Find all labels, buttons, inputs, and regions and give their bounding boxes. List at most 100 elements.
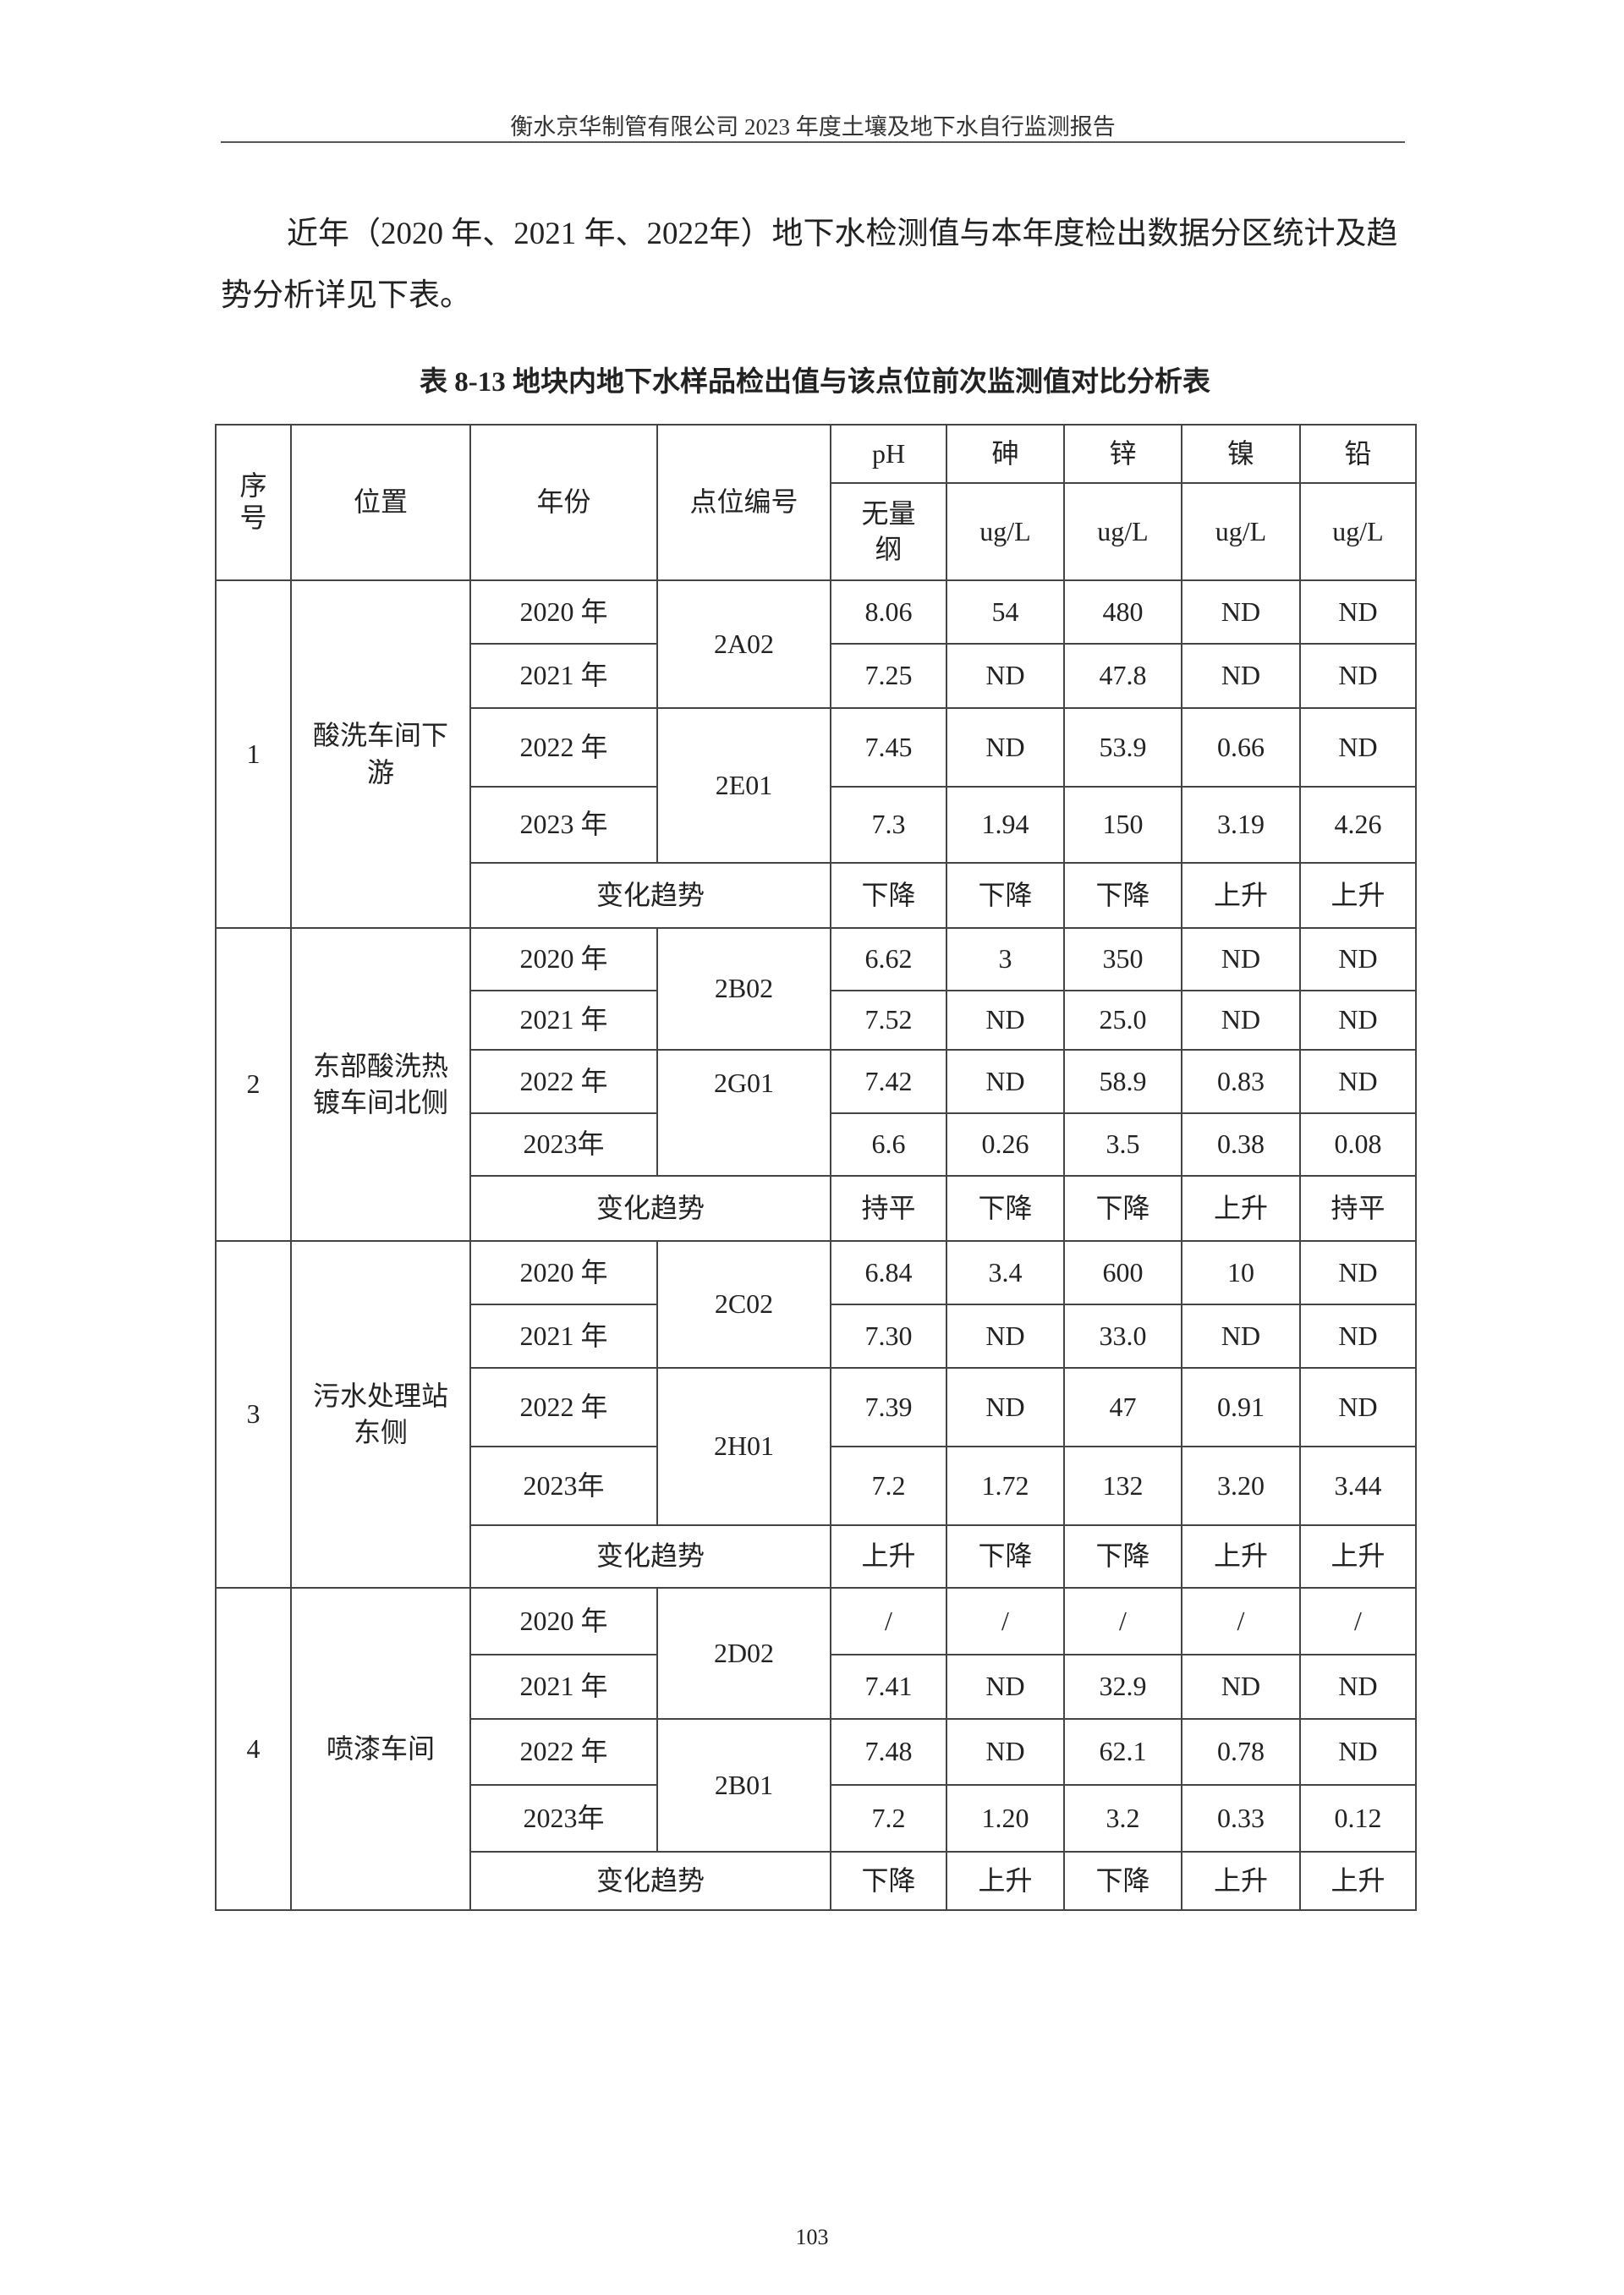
value-nickel: 0.38 xyxy=(1181,1112,1301,1177)
trend-nickel: 上升 xyxy=(1181,1175,1301,1242)
value-ph: 6.62 xyxy=(830,927,947,991)
value-zinc: / xyxy=(1063,1587,1182,1655)
value-lead: ND xyxy=(1299,990,1417,1051)
value-lead: 0.08 xyxy=(1299,1112,1417,1177)
table-row: 2022 年 2B01 7.48 ND 62.1 0.78 ND xyxy=(216,1718,1417,1853)
trend-zinc: 下降 xyxy=(1063,1851,1182,1911)
running-header: 衡水京华制管有限公司 2023 年度土壤及地下水自行监测报告 xyxy=(510,114,1116,140)
value-zinc: 350 xyxy=(1063,927,1182,991)
table-row: 2023 年 7.3 1.94 150 3.19 4.26 xyxy=(216,786,1417,864)
value-arsenic: 1.94 xyxy=(946,786,1065,864)
value-zinc: 58.9 xyxy=(1063,1049,1182,1114)
value-zinc: 3.2 xyxy=(1063,1784,1182,1853)
value-nickel: 0.33 xyxy=(1181,1784,1301,1853)
trend-row: 变化趋势 下降 上升 下降 上升 上升 xyxy=(216,1851,1417,1911)
header-param-arsenic: 砷 xyxy=(946,424,1065,484)
row-year: 2021 年 xyxy=(469,990,658,1051)
row-index: 2 xyxy=(215,927,292,1242)
trend-zinc: 下降 xyxy=(1063,862,1182,929)
header-param-ph: pH xyxy=(830,424,947,484)
unit-lead: ug/L xyxy=(1299,482,1417,581)
trend-lead: 上升 xyxy=(1299,1851,1417,1911)
row-year: 2020 年 xyxy=(469,927,658,991)
table-row: 2021 年 7.41 ND 32.9 ND ND xyxy=(216,1654,1417,1720)
trend-lead: 持平 xyxy=(1299,1175,1417,1242)
table-row: 3 污水处理站东侧 2020 年 2C02 6.84 3.4 600 10 ND xyxy=(215,1240,1417,1589)
trend-lead: 上升 xyxy=(1299,1524,1417,1589)
trend-ph: 持平 xyxy=(830,1175,947,1242)
header-row-params: 序号 位置 年份 点位编号 pH 砷 锌 镍 铅 xyxy=(215,424,1417,581)
value-arsenic: 1.72 xyxy=(946,1446,1065,1526)
trend-ph: 上升 xyxy=(830,1524,947,1589)
value-lead: 3.44 xyxy=(1299,1446,1417,1526)
row-point-code: 2B01 xyxy=(656,1718,831,1853)
table-row: 4 喷漆车间 2020 年 2D02// / / / xyxy=(215,1587,1417,1911)
table-row: 1 酸洗车间下游 2020 年 2A02 8.06 54 480 ND ND xyxy=(215,579,1417,929)
table-row: 2023年 7.2 1.20 3.2 0.33 0.12 xyxy=(216,1784,1417,1853)
trend-row: 变化趋势 上升 下降 下降 上升 上升 xyxy=(216,1524,1417,1589)
value-arsenic: ND xyxy=(946,707,1065,788)
value-zinc: 600 xyxy=(1063,1240,1182,1305)
row-year: 2021 年 xyxy=(469,1304,658,1369)
value-zinc: 53.9 xyxy=(1063,707,1182,788)
value-nickel: / xyxy=(1181,1587,1301,1655)
value-nickel: 10 xyxy=(1181,1240,1301,1305)
value-arsenic: ND xyxy=(946,990,1065,1051)
value-lead: ND xyxy=(1299,707,1417,788)
table-row: 2 东部酸洗热镀车间北侧 2020 年 2B02 6.62 3 350 ND ND xyxy=(215,927,1417,1242)
table-row: 2023年 7.2 1.72 132 3.20 3.44 xyxy=(216,1446,1417,1526)
trend-row: 变化趋势 持平 下降 下降 上升 持平 xyxy=(216,1175,1417,1242)
value-nickel: ND xyxy=(1181,643,1301,709)
value-lead: ND xyxy=(1299,1304,1417,1369)
value-nickel: 0.78 xyxy=(1181,1718,1301,1786)
table-row: 2021 年 7.30 ND 33.0 ND ND xyxy=(216,1304,1417,1369)
table-row: 2022 年 2G01 7.42 ND 58.9 0.83 ND xyxy=(216,1049,1417,1177)
row-year: 2022 年 xyxy=(469,1049,658,1114)
row-year: 2021 年 xyxy=(469,643,658,709)
value-ph: 7.25 xyxy=(830,643,947,709)
value-arsenic: / xyxy=(946,1587,1065,1655)
value-zinc: 3.5 xyxy=(1063,1112,1182,1177)
value-zinc: 25.0 xyxy=(1063,990,1182,1051)
table-row: 2023年 6.6 0.26 3.5 0.38 0.08 xyxy=(216,1112,1417,1177)
row-year: 2022 年 xyxy=(469,707,658,788)
table-row: 2021 年 7.25 ND 47.8 ND ND xyxy=(216,643,1417,709)
value-ph: 8.06 xyxy=(830,579,947,645)
trend-label: 变化趋势 xyxy=(469,1524,831,1589)
header-param-zinc: 锌 xyxy=(1063,424,1182,484)
value-ph: 6.6 xyxy=(830,1112,947,1177)
row-location: 东部酸洗热镀车间北侧 xyxy=(290,927,471,1242)
value-ph: / xyxy=(830,1587,947,1655)
unit-zinc: ug/L xyxy=(1063,482,1182,581)
header-point-code: 点位编号 xyxy=(656,424,831,581)
value-lead: ND xyxy=(1299,927,1417,991)
row-point-code: 2H01 xyxy=(656,1367,831,1526)
value-nickel: 0.91 xyxy=(1181,1367,1301,1447)
row-year: 2023 年 xyxy=(469,786,658,864)
value-arsenic: ND xyxy=(946,1049,1065,1114)
trend-ph: 下降 xyxy=(830,862,947,929)
row-year: 2020 年 xyxy=(469,1240,658,1305)
value-arsenic: ND xyxy=(946,643,1065,709)
table-row: 2021 年 7.52 ND 25.0 ND ND xyxy=(216,990,1417,1051)
row-index: 3 xyxy=(215,1240,292,1589)
value-zinc: 32.9 xyxy=(1063,1654,1182,1720)
value-arsenic: 3 xyxy=(946,927,1065,991)
unit-ph: 无量纲 xyxy=(830,482,947,581)
row-year: 2020 年 xyxy=(469,579,658,645)
comparison-table: 序号 位置 年份 点位编号 pH 砷 锌 镍 铅 无量纲 ug/L ug/L u… xyxy=(215,424,1417,1911)
header-row-units: 无量纲 ug/L ug/L ug/L ug/L xyxy=(216,482,1417,581)
trend-label: 变化趋势 xyxy=(469,862,831,929)
trend-row: 变化趋势 下降 下降 下降 上升 上升 xyxy=(216,862,1417,929)
header-param-nickel: 镍 xyxy=(1181,424,1301,484)
trend-arsenic: 下降 xyxy=(946,1175,1065,1242)
value-ph: 7.48 xyxy=(830,1718,947,1786)
value-ph: 7.2 xyxy=(830,1446,947,1526)
value-arsenic: 1.20 xyxy=(946,1784,1065,1853)
row-year: 2023年 xyxy=(469,1112,658,1177)
trend-nickel: 上升 xyxy=(1181,1524,1301,1589)
value-arsenic: ND xyxy=(946,1304,1065,1369)
value-lead: ND xyxy=(1299,1718,1417,1786)
row-index: 4 xyxy=(215,1587,292,1911)
row-year: 2021 年 xyxy=(469,1654,658,1720)
